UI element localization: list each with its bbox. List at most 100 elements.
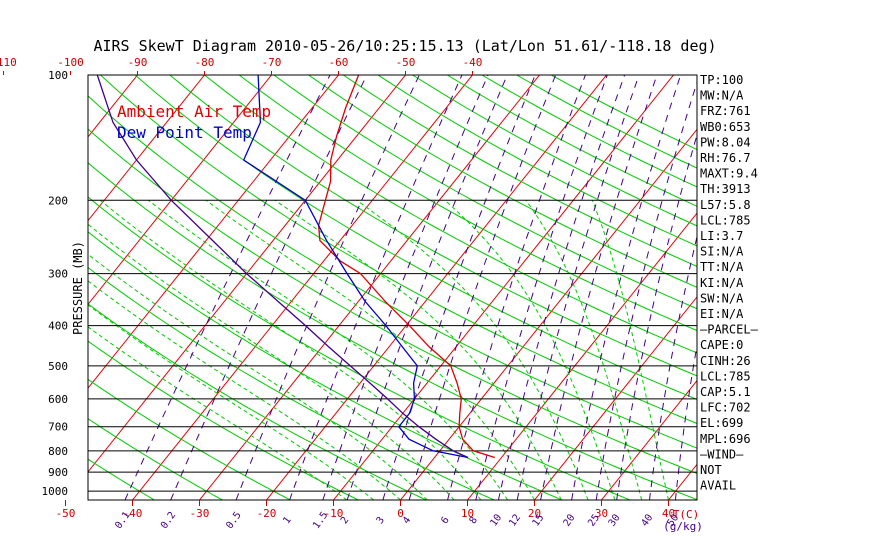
temperature-tick-labels-top: -120-110-100-90-80-70-60-50-40 — [0, 56, 482, 75]
mixing-ratio-line — [616, 133, 697, 500]
pressure-tick-label: 700 — [48, 421, 68, 434]
mixing-ratio-label: 10 — [488, 512, 504, 528]
mixing-ratio-label: 2 — [339, 515, 351, 526]
stability-index-entry: CINH:26 — [700, 354, 751, 368]
dry-adiabat-line — [88, 162, 697, 500]
temperature-tick-label: 10 — [461, 507, 474, 520]
mixing-ratio-line — [497, 75, 626, 500]
moist-adiabat-line — [88, 253, 428, 500]
isotherm-line — [467, 212, 697, 500]
mixing-ratio-label: 0.2 — [159, 510, 178, 531]
legend-ambient-air-temp: Ambient Air Temp — [117, 102, 271, 121]
mixing-ratio-line — [447, 75, 586, 500]
mixing-ratio-line — [289, 75, 463, 500]
temperature-tick-label: 40 — [662, 507, 675, 520]
isotherm-line — [88, 75, 339, 389]
dry-adiabat-line — [446, 75, 697, 207]
pressure-tick-label: 400 — [48, 320, 68, 333]
y-axis-label: PRESSURE (MB) — [71, 241, 85, 335]
stability-index-entry: CAP:5.1 — [700, 385, 751, 399]
stability-index-entry: L57:5.8 — [700, 198, 751, 212]
pressure-tick-label: 800 — [48, 445, 68, 458]
isotherm-line — [88, 75, 272, 306]
mixing-ratio-label: 30 — [607, 512, 623, 528]
isotherm-line — [199, 75, 540, 500]
moist-adiabat-line — [88, 223, 455, 500]
temperature-tick-label: -50 — [56, 507, 76, 520]
temperature-tick-label: -10 — [324, 507, 344, 520]
moist-adiabat-line — [88, 304, 375, 500]
dry-adiabat-line — [342, 75, 697, 267]
stability-index-entry: SW:N/A — [700, 291, 744, 305]
temperature-tick-label-top: -70 — [262, 56, 282, 69]
legend-dew-point-temp: Dew Point Temp — [117, 123, 252, 142]
mixing-ratio-label: 8 — [468, 515, 480, 526]
series-layer — [96, 75, 495, 459]
isotherm-line — [803, 75, 870, 500]
series-line-ambient-air-temp — [317, 75, 495, 459]
stability-index-entry: MPL:696 — [700, 432, 751, 446]
isotherm-line — [534, 296, 697, 500]
temperature-tick-label-top: -40 — [463, 56, 483, 69]
dry-adiabat-line — [134, 75, 697, 400]
temperature-tick-labels-bottom: -50 -40 -30 -20 -10 0 10 20 30 40 — [56, 500, 675, 520]
dry-adiabat-line — [169, 75, 697, 377]
stability-index-entry: LFC:702 — [700, 401, 751, 415]
isotherm-line — [266, 75, 607, 500]
chart-title: AIRS SkewT Diagram 2010-05-26/10:25:15.1… — [93, 37, 716, 55]
series-line-parcel-path — [96, 75, 469, 459]
stability-index-entry: WB0:653 — [700, 120, 751, 134]
mixing-ratio-line — [382, 75, 536, 500]
stability-index-entry: MAXT:9.4 — [700, 167, 758, 181]
x-axis-label: T(C) — [673, 508, 700, 521]
dry-adiabat-line — [88, 128, 697, 475]
moist-adiabat-line — [356, 199, 589, 500]
stability-index-entry: SI:N/A — [700, 245, 744, 259]
stability-index-entry: LCL:785 — [700, 213, 751, 227]
mixing-ratio-label: 1 — [281, 515, 293, 526]
dry-adiabat-line — [88, 378, 291, 500]
temperature-tick-label: 20 — [528, 507, 541, 520]
pressure-tick-label: 200 — [48, 194, 68, 207]
stability-index-entry: KI:N/A — [700, 276, 744, 290]
stability-index-entry: CAPE:0 — [700, 338, 743, 352]
stability-index-entry: RH:76.7 — [700, 151, 751, 165]
moist-adiabat-line — [148, 199, 509, 500]
mixing-ratio-label: 40 — [639, 512, 655, 528]
dry-adiabat-line — [481, 75, 697, 188]
stability-index-entry: TT:N/A — [700, 260, 744, 274]
mixing-ratio-line — [595, 80, 697, 500]
temperature-tick-label-top: -90 — [128, 56, 148, 69]
mixing-ratio-label: 20 — [562, 512, 578, 528]
mixing-ratio-label: 12 — [507, 512, 523, 528]
isotherm-line — [736, 75, 870, 500]
moist-adiabat-line — [274, 199, 562, 500]
moist-adiabat-line — [88, 326, 348, 500]
mixing-ratio-line — [124, 75, 331, 500]
mixing-ratio-line — [674, 342, 697, 500]
stability-index-entry: TP:100 — [700, 73, 743, 87]
stability-index-entry: NOT — [700, 463, 722, 477]
pressure-tick-label: 900 — [48, 466, 68, 479]
dry-adiabat-line — [88, 266, 495, 500]
dry-adiabat-line — [204, 75, 697, 354]
dry-adiabat-line — [88, 196, 631, 500]
dry-adiabat-line — [308, 75, 697, 288]
moist-adiabat-line — [444, 199, 616, 500]
mixing-ratio-line — [322, 75, 489, 500]
mixing-ratio-label: 4 — [401, 515, 413, 526]
isotherm-line — [132, 75, 473, 500]
temperature-tick-label-top: -80 — [195, 56, 215, 69]
mixing-ratio-label: 3 — [375, 515, 387, 526]
stability-index-entry: EL:699 — [700, 416, 743, 430]
legend: Ambient Air Temp Dew Point Temp — [117, 102, 271, 142]
mixing-ratio-label: 6 — [439, 515, 451, 526]
stability-index-entry: TH:3913 — [700, 182, 751, 196]
moist-adiabat-line — [99, 199, 482, 500]
moist-adiabat-line — [525, 200, 643, 500]
isotherm-line — [0, 75, 71, 500]
stability-index-entry: MW:N/A — [700, 89, 744, 103]
pressure-tick-label: 600 — [48, 393, 68, 406]
